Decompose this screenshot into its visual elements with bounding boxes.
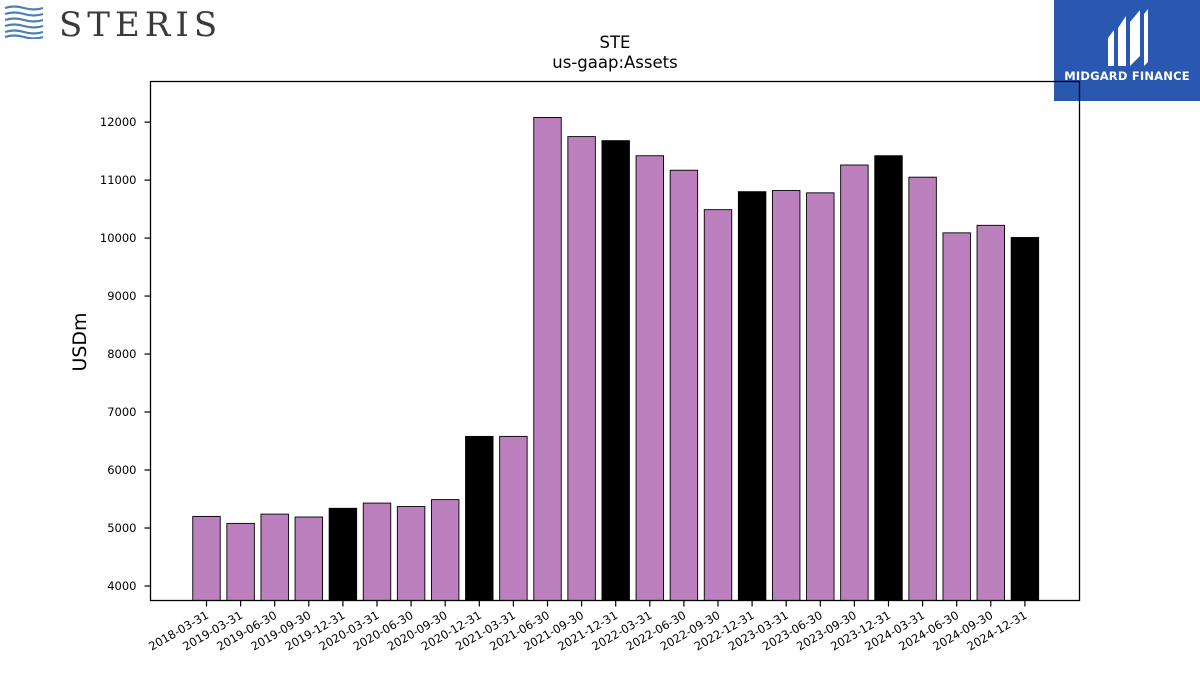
bar-2022-09-30: [703, 209, 733, 601]
y-tick-label: 4000: [107, 579, 136, 593]
steris-wave-icon: [4, 5, 44, 39]
bar-2023-09-30: [840, 164, 869, 601]
bar-2024-03-31: [908, 176, 937, 601]
y-axis-label: USDm: [69, 312, 91, 371]
bar-2021-03-31: [499, 435, 528, 601]
y-tick-label: 6000: [107, 463, 136, 477]
bar-2024-09-30: [976, 224, 1005, 601]
midgard-wordmark: MIDGARD FINANCE: [1064, 69, 1190, 83]
y-tick-label: 8000: [107, 347, 136, 361]
plot-frame: [149, 80, 1081, 602]
bar-2021-12-31: [601, 140, 630, 601]
y-tick-label: 10000: [100, 231, 137, 245]
bar-2020-03-31: [362, 502, 392, 601]
steris-wordmark: STERIS: [59, 5, 223, 45]
bar-2022-03-31: [635, 155, 664, 601]
chart-title: STE: [600, 33, 631, 52]
y-tick-label: 12000: [100, 115, 137, 129]
y-tick-label: 9000: [107, 289, 136, 303]
bar-2022-06-30: [669, 169, 699, 601]
y-tick-label: 11000: [100, 173, 137, 187]
bar-2019-09-30: [294, 516, 323, 601]
bar-2021-09-30: [567, 136, 596, 601]
bar-2021-06-30: [533, 117, 562, 601]
midgard-finance-logo: MIDGARD FINANCE: [1054, 0, 1200, 101]
bar-2019-03-31: [226, 522, 255, 601]
bar-2020-12-31: [465, 435, 494, 601]
bar-2024-12-31: [1010, 237, 1040, 601]
bar-2023-06-30: [806, 192, 835, 601]
bar-2019-06-30: [260, 513, 289, 601]
y-tick-label: 7000: [107, 405, 136, 419]
midgard-m-icon: [1108, 9, 1148, 66]
bar-2024-06-30: [942, 232, 971, 601]
bar-2022-12-31: [737, 191, 767, 601]
y-tick-label: 5000: [107, 521, 136, 535]
bar-2023-12-31: [874, 155, 903, 601]
bar-2019-12-31: [328, 507, 358, 601]
steris-logo: STERIS: [4, 4, 217, 45]
bar-2020-09-30: [431, 499, 460, 601]
bar-2018-03-31: [192, 515, 221, 601]
bar-2023-03-31: [772, 190, 801, 601]
bar-2020-06-30: [396, 506, 426, 601]
chart-subtitle: us-gaap:Assets: [552, 53, 677, 72]
